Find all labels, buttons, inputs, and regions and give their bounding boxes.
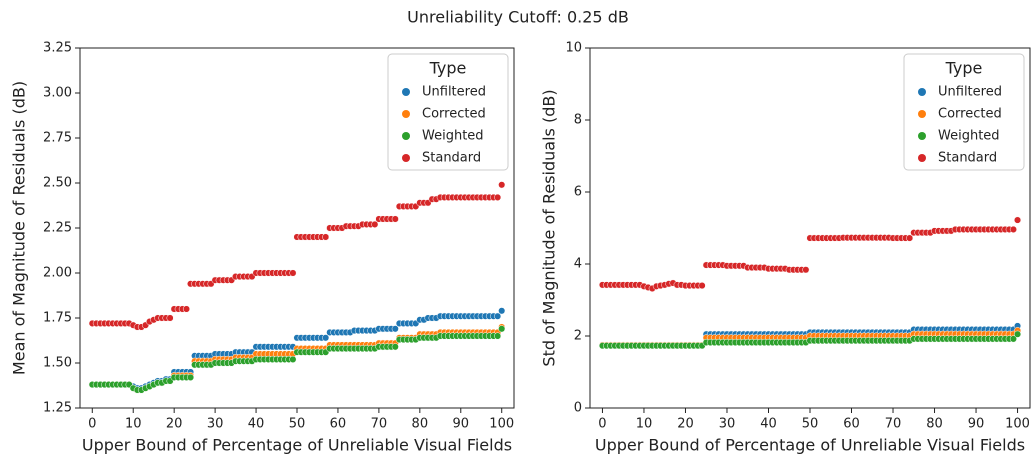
data-point bbox=[289, 269, 297, 277]
data-point bbox=[391, 215, 399, 223]
data-point bbox=[1013, 216, 1022, 224]
x-tick-label: 80 bbox=[926, 417, 943, 432]
data-point bbox=[498, 307, 506, 315]
x-tick-label: 50 bbox=[802, 417, 819, 432]
data-point bbox=[289, 355, 297, 363]
data-point bbox=[906, 234, 914, 242]
data-point bbox=[498, 325, 506, 333]
x-tick-label: 40 bbox=[760, 417, 777, 432]
data-point bbox=[1013, 330, 1022, 338]
x-tick-label: 70 bbox=[885, 417, 902, 432]
y-tick-label: 2.25 bbox=[43, 221, 72, 236]
data-point bbox=[166, 314, 174, 322]
data-point bbox=[494, 332, 502, 340]
x-tick-label: 20 bbox=[166, 417, 183, 432]
legend-marker bbox=[402, 110, 410, 118]
plot-frame bbox=[79, 47, 515, 409]
legend-box bbox=[387, 53, 509, 171]
x-axis-label: Upper Bound of Percentage of Unreliable … bbox=[595, 436, 1025, 455]
legend-marker bbox=[918, 132, 926, 140]
legend-label: Unfiltered bbox=[938, 85, 1002, 100]
x-tick-label: 90 bbox=[968, 417, 985, 432]
y-tick-label: 1.50 bbox=[43, 356, 72, 371]
y-tick-label: 2.50 bbox=[43, 176, 72, 191]
legend-marker bbox=[918, 88, 926, 96]
legend-label: Standard bbox=[422, 151, 481, 166]
y-tick-label: 3.00 bbox=[43, 86, 72, 101]
y-tick-label: 8 bbox=[574, 113, 582, 128]
legend-label: Corrected bbox=[938, 107, 1002, 122]
x-tick-label: 90 bbox=[453, 417, 470, 432]
y-axis-label: Mean of Magnitude of Residuals (dB) bbox=[10, 81, 29, 375]
data-point bbox=[1009, 225, 1017, 233]
x-tick-label: 0 bbox=[598, 417, 606, 432]
legend-marker bbox=[918, 110, 926, 118]
data-point bbox=[322, 233, 330, 241]
legend-marker bbox=[918, 154, 926, 162]
y-tick-label: 3.25 bbox=[43, 41, 72, 56]
legend-label: Weighted bbox=[938, 129, 1000, 144]
x-tick-label: 80 bbox=[412, 417, 429, 432]
data-point bbox=[498, 181, 506, 189]
x-tick-label: 30 bbox=[719, 417, 736, 432]
legend-marker bbox=[402, 132, 410, 140]
x-tick-label: 60 bbox=[330, 417, 347, 432]
x-tick-label: 100 bbox=[489, 417, 514, 432]
legend-marker bbox=[402, 88, 410, 96]
legend-box bbox=[903, 53, 1025, 171]
y-tick-label: 1.25 bbox=[43, 401, 72, 416]
y-tick-label: 2.00 bbox=[43, 266, 72, 281]
y-tick-label: 4 bbox=[574, 257, 582, 272]
data-point bbox=[391, 325, 399, 333]
data-point bbox=[371, 220, 379, 228]
legend-label: Corrected bbox=[422, 107, 486, 122]
y-tick-label: 10 bbox=[565, 41, 582, 56]
data-point bbox=[391, 343, 399, 351]
x-tick-label: 70 bbox=[371, 417, 388, 432]
x-tick-label: 60 bbox=[843, 417, 860, 432]
data-point bbox=[494, 312, 502, 320]
y-tick-label: 0 bbox=[574, 401, 582, 416]
y-tick-label: 2.75 bbox=[43, 131, 72, 146]
x-tick-label: 100 bbox=[1005, 417, 1030, 432]
x-tick-label: 10 bbox=[125, 417, 142, 432]
legend-label: Unfiltered bbox=[422, 85, 486, 100]
x-tick-label: 10 bbox=[636, 417, 653, 432]
plot-frame bbox=[589, 47, 1031, 409]
data-point bbox=[802, 266, 810, 274]
x-tick-label: 30 bbox=[207, 417, 224, 432]
y-tick-label: 2 bbox=[574, 329, 582, 344]
legend-title: Type bbox=[945, 59, 983, 78]
x-tick-label: 0 bbox=[88, 417, 96, 432]
legend-label: Standard bbox=[938, 151, 997, 166]
x-tick-label: 20 bbox=[677, 417, 694, 432]
figure-title: Unreliability Cutoff: 0.25 dB bbox=[407, 8, 629, 27]
legend-label: Weighted bbox=[422, 129, 484, 144]
legend-title: Type bbox=[429, 59, 467, 78]
legend-marker bbox=[402, 154, 410, 162]
data-point bbox=[186, 373, 195, 381]
data-point bbox=[698, 282, 706, 290]
data-point bbox=[182, 305, 191, 313]
y-tick-label: 1.75 bbox=[43, 311, 72, 326]
data-point bbox=[1009, 335, 1017, 343]
x-axis-label: Upper Bound of Percentage of Unreliable … bbox=[82, 436, 512, 455]
x-tick-label: 50 bbox=[289, 417, 306, 432]
y-axis-label: Std of Magnitude of Residuals (dB) bbox=[540, 89, 559, 366]
y-tick-label: 6 bbox=[574, 185, 582, 200]
x-tick-label: 40 bbox=[248, 417, 265, 432]
data-point bbox=[494, 193, 502, 201]
data-point bbox=[322, 334, 330, 342]
